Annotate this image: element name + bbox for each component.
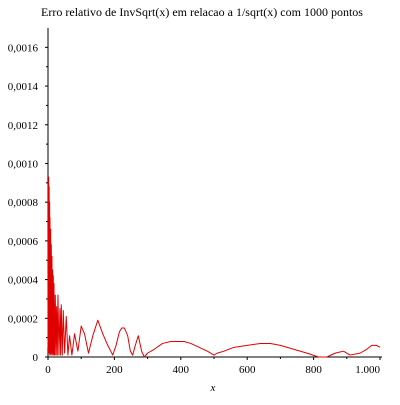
y-tick-label: 0,0014 bbox=[8, 81, 39, 93]
y-tick-label: 0 bbox=[33, 352, 39, 364]
series-layer bbox=[47, 176, 381, 358]
chart-title: Erro relativo de InvSqrt(x) em relacao a… bbox=[41, 5, 363, 19]
x-axis-label: x bbox=[210, 382, 216, 394]
x-tick-label: 200 bbox=[106, 364, 123, 376]
x-axis-ticks: 0 200 400 600 800 1.000 bbox=[45, 357, 381, 376]
series-line bbox=[47, 176, 381, 358]
y-tick-label: 0,0006 bbox=[8, 236, 39, 248]
y-tick-label: 0,0012 bbox=[8, 120, 38, 132]
x-tick-label: 0 bbox=[45, 364, 51, 376]
x-tick-label: 1.000 bbox=[355, 364, 380, 376]
y-axis-ticks: 0 0,0002 0,0004 0,0006 0,0008 0,0010 0,0012 0,0… bbox=[8, 42, 48, 364]
x-tick-label: 600 bbox=[239, 364, 256, 376]
y-tick-label: 0,0010 bbox=[8, 158, 39, 170]
y-tick-label: 0,0004 bbox=[8, 275, 39, 287]
x-tick-label: 800 bbox=[305, 364, 322, 376]
x-tick-label: 400 bbox=[173, 364, 190, 376]
y-tick-label: 0,0016 bbox=[8, 42, 39, 54]
y-tick-label: 0,0002 bbox=[8, 313, 38, 325]
y-tick-label: 0,0008 bbox=[8, 197, 39, 209]
